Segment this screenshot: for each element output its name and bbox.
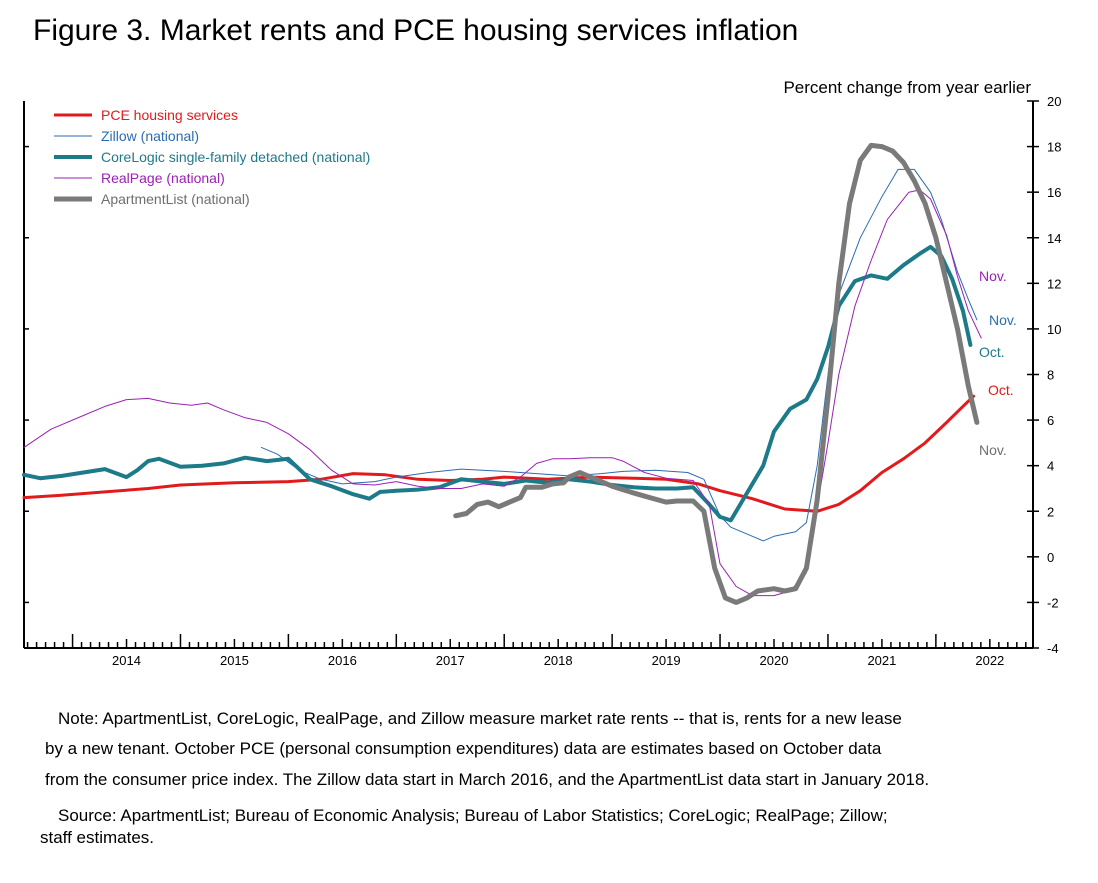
x-tick-label: 2016 xyxy=(328,653,357,668)
axis-labels: -4 -2 0 2 4 6 8 10 12 14 16 18 20 2014 2015 2016 2017 201… xyxy=(112,94,1061,668)
x-tick-label: 2022 xyxy=(975,653,1004,668)
legend: PCE housing services Zillow (national) Cor… xyxy=(54,107,370,207)
source-line-2: staff estimates. xyxy=(40,828,155,847)
x-tick-label: 2017 xyxy=(436,653,465,668)
series-lines xyxy=(22,142,982,605)
y-tick-label: 18 xyxy=(1047,140,1061,155)
x-tick-label: 2014 xyxy=(112,653,141,668)
x-tick-label: 2015 xyxy=(220,653,249,668)
y-tick-label: 10 xyxy=(1047,322,1061,337)
note-line-3: from the consumer price index. The Zillo… xyxy=(45,770,930,789)
note-line-1: Note: ApartmentList, CoreLogic, RealPage… xyxy=(58,709,902,728)
y-tick-label: 12 xyxy=(1047,276,1061,291)
chart-title: Figure 3. Market rents and PCE housing s… xyxy=(33,14,799,47)
legend-label: PCE housing services xyxy=(101,107,238,123)
y-tick-label: 4 xyxy=(1047,459,1054,474)
y-axis-label: Percent change from year earlier xyxy=(783,78,1031,97)
legend-label: Zillow (national) xyxy=(101,128,199,144)
y-tick-label: 2 xyxy=(1047,504,1054,519)
end-label: Oct. xyxy=(979,344,1005,360)
end-label: Nov. xyxy=(979,268,1007,284)
y-tick-label: 14 xyxy=(1047,231,1061,246)
legend-label: ApartmentList (national) xyxy=(101,191,250,207)
apartmentlist-line xyxy=(453,142,980,605)
x-tick-label: 2019 xyxy=(652,653,681,668)
pce-housing-line xyxy=(22,394,976,513)
end-label: Nov. xyxy=(979,442,1007,458)
y-tick-label: 8 xyxy=(1047,368,1054,383)
axis-ticks xyxy=(24,100,1039,649)
realpage-line xyxy=(23,189,982,597)
x-tick-label: 2018 xyxy=(544,653,573,668)
y-tick-label: -4 xyxy=(1047,641,1059,656)
y-tick-label: 20 xyxy=(1047,94,1061,109)
y-tick-label: 6 xyxy=(1047,413,1054,428)
y-tick-label: -2 xyxy=(1047,595,1059,610)
y-tick-label: 16 xyxy=(1047,185,1061,200)
line-chart: -4 -2 0 2 4 6 8 10 12 14 16 18 20 2014 2015 2016 2017 201… xyxy=(22,78,1061,668)
y-tick-label: 0 xyxy=(1047,550,1054,565)
end-label: Oct. xyxy=(988,382,1014,398)
end-labels: Oct. Nov. Oct. Nov. Nov. xyxy=(979,268,1017,458)
note-line-2: by a new tenant. October PCE (personal c… xyxy=(45,739,882,758)
source-line-1: Source: ApartmentList; Bureau of Economi… xyxy=(58,806,888,825)
x-tick-label: 2020 xyxy=(760,653,789,668)
legend-label: RealPage (national) xyxy=(101,170,225,186)
x-tick-label: 2021 xyxy=(867,653,896,668)
end-label: Nov. xyxy=(989,312,1017,328)
legend-label: CoreLogic single-family detached (nation… xyxy=(101,149,370,165)
